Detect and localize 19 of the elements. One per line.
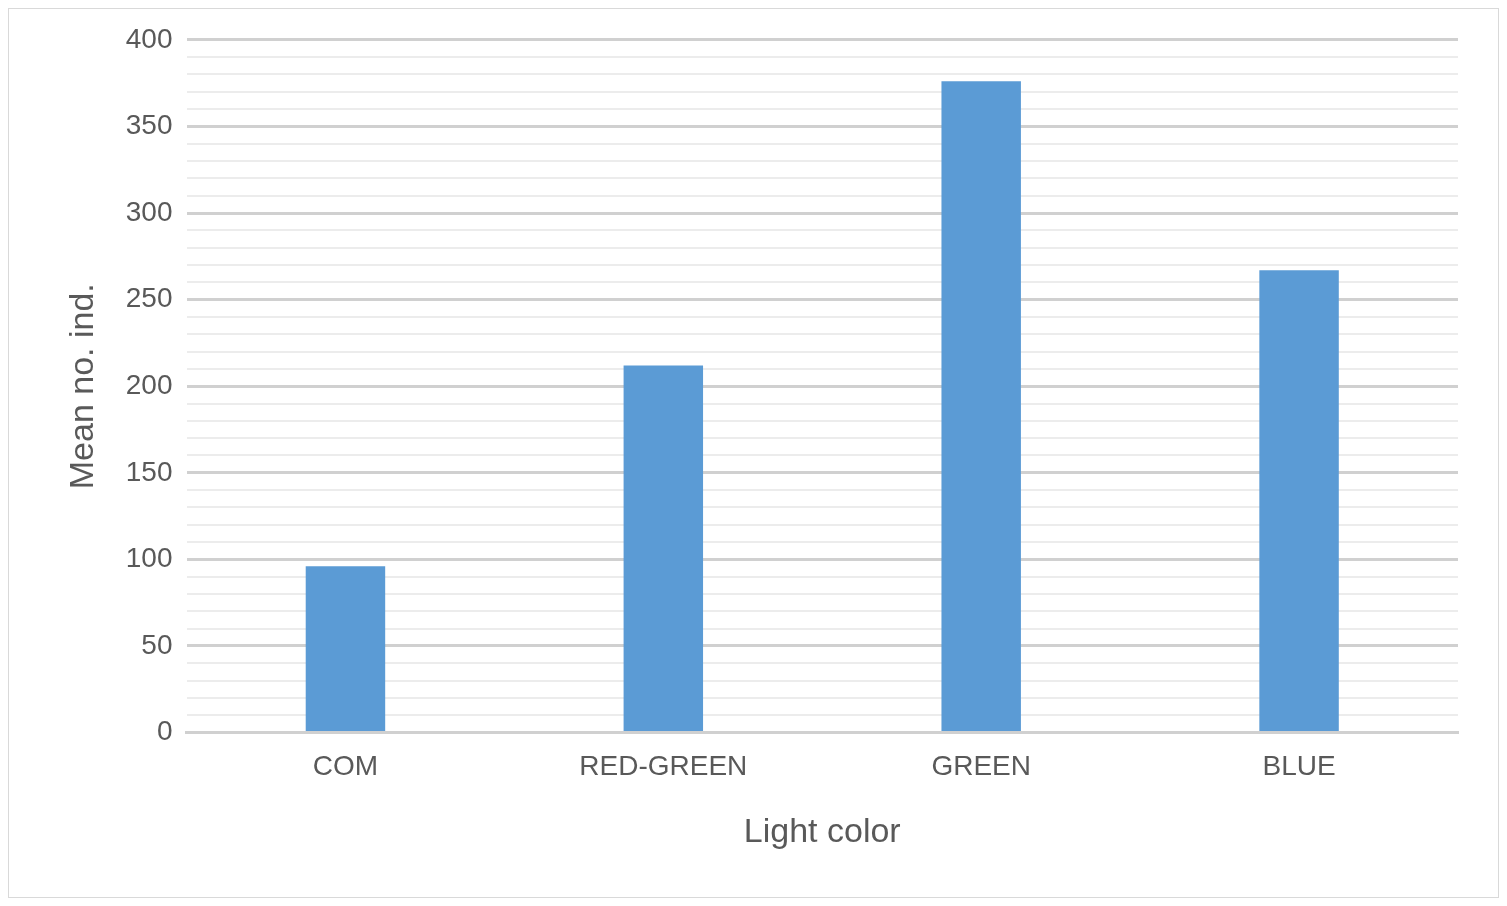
y-tick-label: 0 xyxy=(156,715,173,747)
y-tick-label: 400 xyxy=(125,22,173,54)
x-axis-title: Light color xyxy=(743,810,901,849)
x-tick-label: BLUE xyxy=(1262,750,1336,782)
x-tick-label: COM xyxy=(312,750,379,782)
bar xyxy=(623,365,704,732)
y-tick-label: 350 xyxy=(125,109,173,141)
y-tick-label: 200 xyxy=(125,368,173,400)
x-tick-label: GREEN xyxy=(931,750,1031,782)
y-tick-label: 50 xyxy=(141,628,173,660)
x-tick-label: RED-GREEN xyxy=(579,750,748,782)
bar xyxy=(305,566,386,732)
y-tick-label: 250 xyxy=(125,282,173,314)
y-tick-label: 300 xyxy=(125,195,173,227)
bar xyxy=(1259,270,1339,732)
y-axis-title: Mean no. ind. xyxy=(61,283,100,490)
y-tick-label: 100 xyxy=(125,542,173,574)
bar xyxy=(941,81,1021,732)
y-tick-label: 150 xyxy=(125,455,173,487)
